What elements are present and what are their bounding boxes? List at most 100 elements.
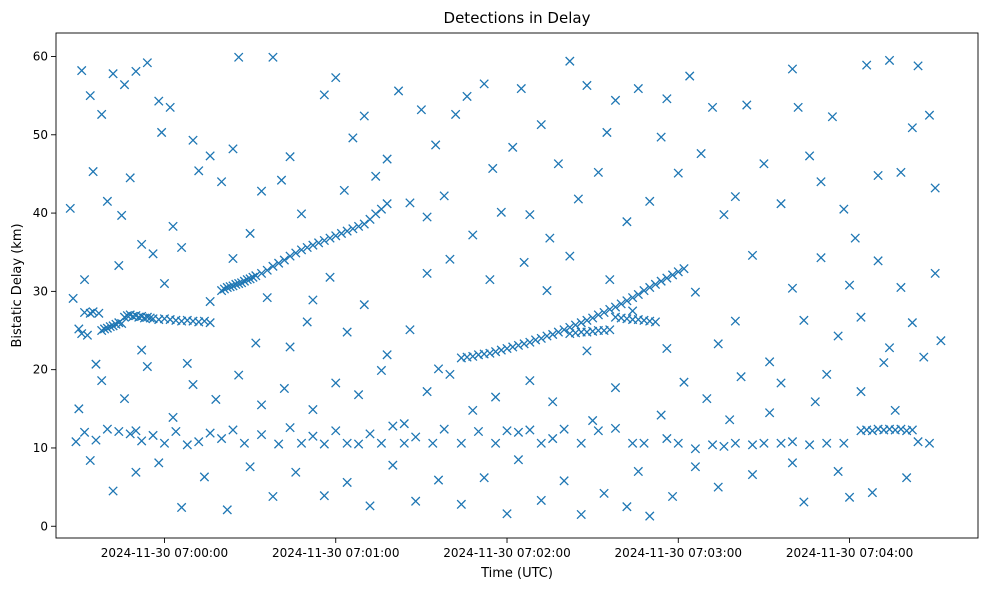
data-point	[822, 369, 832, 380]
data-point	[673, 267, 683, 277]
data-point	[884, 55, 895, 66]
data-point	[216, 285, 227, 296]
data-point	[907, 123, 918, 133]
data-point	[587, 313, 598, 323]
data-point	[428, 438, 438, 448]
series-group	[565, 312, 661, 339]
data-point	[605, 304, 615, 315]
data-point	[256, 186, 267, 196]
data-point	[736, 372, 746, 382]
data-point	[376, 365, 387, 376]
data-point	[582, 80, 592, 91]
data-point	[844, 492, 855, 502]
data-point	[331, 426, 341, 436]
plot-area	[55, 32, 979, 539]
data-point	[599, 307, 609, 318]
data-point	[65, 203, 75, 214]
data-point	[91, 435, 101, 445]
data-point	[862, 60, 872, 70]
y-tick-label: 20	[33, 363, 48, 377]
data-point	[382, 154, 392, 164]
data-point	[142, 58, 153, 68]
data-point	[593, 167, 604, 178]
data-point	[105, 321, 115, 332]
data-point	[473, 426, 484, 437]
data-point	[724, 415, 735, 425]
data-point	[627, 438, 638, 448]
data-point	[827, 112, 838, 122]
data-point	[234, 52, 244, 62]
data-point	[639, 438, 649, 448]
data-point	[97, 375, 107, 386]
data-point	[844, 280, 855, 290]
data-point	[764, 357, 775, 367]
data-point	[251, 271, 261, 281]
data-point	[548, 397, 558, 407]
data-point	[136, 345, 147, 355]
data-point	[633, 289, 643, 300]
data-point	[439, 424, 449, 434]
data-point	[502, 343, 512, 354]
data-point	[605, 274, 615, 285]
data-point	[907, 425, 918, 435]
data-point	[890, 405, 900, 416]
data-point	[645, 282, 655, 293]
data-point	[508, 342, 518, 352]
data-point	[610, 95, 621, 105]
data-point	[365, 429, 375, 439]
data-point	[88, 307, 98, 317]
data-point	[273, 439, 284, 449]
y-axis-ticks: 0 10 20 30 40 50 60	[33, 49, 56, 533]
data-point	[513, 455, 524, 465]
data-point	[804, 151, 815, 161]
data-point	[450, 109, 461, 120]
data-point	[71, 437, 81, 447]
data-point	[593, 426, 604, 436]
data-point	[650, 317, 661, 327]
data-point	[602, 127, 612, 138]
data-point	[116, 318, 127, 329]
x-axis-ticks: 2024-11-30 07:00:00 2024-11-30 07:01:00 20…	[101, 538, 913, 560]
data-point	[559, 325, 569, 335]
data-point	[245, 228, 255, 239]
data-point	[525, 337, 535, 347]
data-point	[85, 308, 95, 318]
data-point	[268, 261, 278, 271]
data-points	[65, 52, 946, 521]
data-point	[730, 191, 741, 202]
data-point	[222, 505, 232, 515]
data-point	[199, 316, 210, 326]
data-point	[468, 351, 478, 362]
data-point	[662, 273, 672, 283]
data-point	[576, 438, 586, 448]
data-point	[496, 207, 506, 217]
data-point	[645, 196, 655, 206]
data-point	[901, 473, 912, 483]
data-point	[662, 433, 672, 444]
data-point	[108, 486, 118, 496]
data-point	[913, 61, 923, 71]
data-point	[759, 159, 769, 169]
data-point	[488, 163, 498, 174]
data-point	[82, 330, 93, 340]
data-point	[713, 482, 723, 492]
data-point	[168, 221, 178, 232]
data-point	[348, 133, 358, 143]
data-point	[348, 224, 358, 234]
data-point	[228, 253, 238, 264]
data-point	[559, 424, 569, 434]
data-point	[559, 476, 569, 486]
data-point	[276, 175, 287, 185]
data-point	[530, 335, 541, 345]
data-point	[702, 393, 712, 404]
y-tick-label: 50	[33, 128, 48, 142]
data-point	[205, 318, 215, 328]
data-point	[822, 438, 832, 448]
data-point	[142, 361, 153, 372]
data-point	[234, 278, 244, 289]
data-point	[296, 209, 307, 219]
data-point	[685, 71, 695, 81]
data-point	[188, 379, 198, 390]
data-point	[622, 502, 632, 512]
data-point	[136, 239, 147, 250]
